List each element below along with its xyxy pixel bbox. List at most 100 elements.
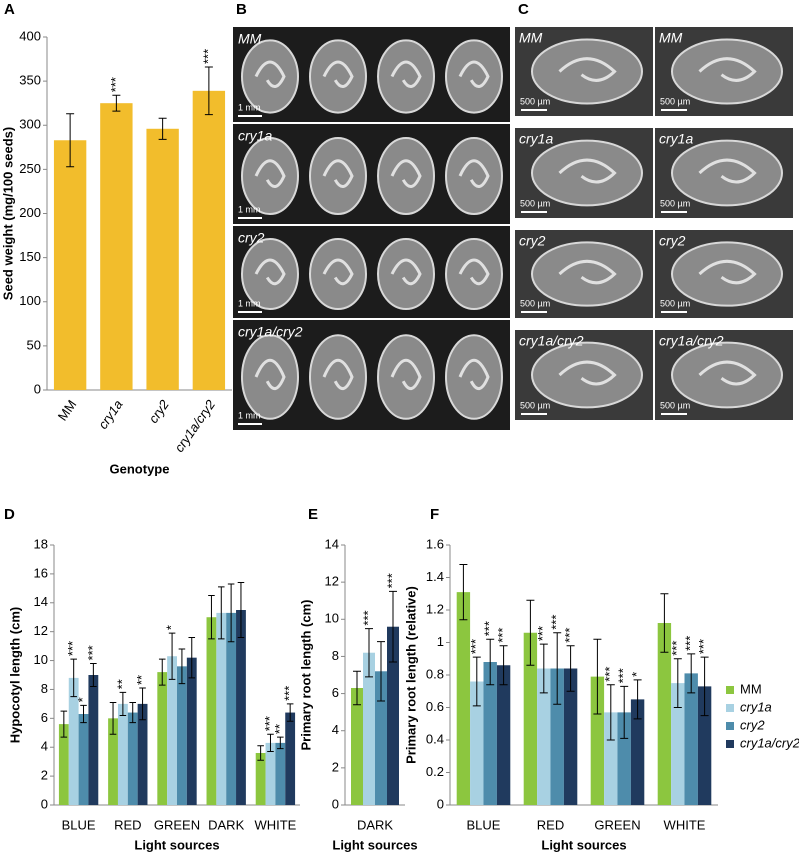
error-bar <box>593 638 602 715</box>
significance: * <box>164 625 179 630</box>
scale-label: 500 µm <box>660 96 690 106</box>
seed-image <box>377 238 435 310</box>
y-tick-label: 8 <box>41 681 48 696</box>
error-bar <box>539 643 548 694</box>
y-tick-label: 0.2 <box>426 764 444 779</box>
panel-letter: F <box>430 506 439 523</box>
bar <box>630 699 645 805</box>
y-tick-label: 200 <box>19 205 41 220</box>
panel-letter: B <box>236 1 247 18</box>
significance: *** <box>616 668 631 683</box>
panel-letter: A <box>4 1 15 18</box>
bar <box>265 742 276 805</box>
panel-letter: E <box>308 506 318 523</box>
y-tick-label: 18 <box>34 536 48 551</box>
embryo-image <box>322 60 354 88</box>
bar <box>108 718 118 805</box>
embryo-image <box>322 258 354 286</box>
seed-image <box>309 238 367 310</box>
y-tick-label: 14 <box>34 594 48 609</box>
bar <box>117 703 128 805</box>
x-tick-label: BLUE <box>62 817 96 832</box>
significance: *** <box>669 641 684 656</box>
bar <box>617 712 631 805</box>
scale-label: 500 µm <box>660 198 690 208</box>
scale-label: 500 µm <box>660 298 690 308</box>
error-bar <box>286 703 294 722</box>
error-bar <box>277 736 284 750</box>
error-bar <box>178 648 186 685</box>
seed-image <box>309 334 367 420</box>
significance: *** <box>85 645 100 660</box>
image-label: cry2 <box>659 233 686 249</box>
bar <box>137 703 148 805</box>
y-axis-title: Hypocotyl length (cm) <box>7 607 22 744</box>
y-tick-label: 10 <box>34 652 48 667</box>
bar <box>470 681 484 805</box>
y-tick-label: 100 <box>19 293 41 308</box>
error-bar <box>80 704 87 724</box>
y-tick-label: 150 <box>19 249 41 264</box>
seed-image <box>671 241 783 307</box>
embryo-image <box>458 358 490 390</box>
embryo-image <box>390 258 422 286</box>
bar <box>167 656 177 805</box>
seed-image <box>309 39 367 114</box>
significance: *** <box>262 716 277 731</box>
bar <box>684 673 698 805</box>
bar <box>88 675 99 805</box>
error-bar <box>660 593 669 653</box>
y-tick-label: 300 <box>19 117 41 132</box>
embryo-image <box>322 358 354 390</box>
x-tick-label: RED <box>114 817 141 832</box>
embryo-image <box>254 358 286 390</box>
x-tick-label: WHITE <box>664 817 706 832</box>
y-tick-label: 0 <box>41 796 48 811</box>
error-bar <box>90 662 97 688</box>
legend-label: cry1a <box>740 699 772 714</box>
scale-label: 500 µm <box>520 298 550 308</box>
error-bar <box>566 645 575 692</box>
error-bar <box>377 641 385 702</box>
bar <box>127 712 138 805</box>
error-bar <box>208 595 215 640</box>
seed-image <box>241 334 299 420</box>
y-tick-label: 1.6 <box>426 536 444 551</box>
significance: ** <box>134 675 149 685</box>
x-axis-title: Genotype <box>110 461 170 476</box>
seed-image <box>241 137 299 215</box>
seed-image <box>531 341 643 409</box>
error-bar <box>158 658 166 686</box>
panel-letter: C <box>518 1 529 18</box>
y-tick-label: 4 <box>41 739 48 754</box>
error-bar <box>633 679 642 720</box>
seed-image <box>531 38 643 105</box>
seed-image <box>671 38 783 105</box>
error-bar <box>204 66 213 116</box>
bar <box>523 632 538 805</box>
y-tick-label: 0 <box>34 381 41 396</box>
y-tick-label: 400 <box>19 28 41 43</box>
significance: *** <box>696 639 711 654</box>
embryo-image <box>558 158 617 184</box>
x-tick-label: MM <box>55 397 80 423</box>
error-bar <box>353 670 361 706</box>
bar <box>53 140 87 390</box>
error-bar <box>168 632 176 680</box>
error-bar <box>526 599 535 666</box>
significance: ** <box>114 679 129 689</box>
seed-image <box>377 334 435 420</box>
y-tick-label: 0.6 <box>426 699 444 714</box>
x-axis-title: Light sources <box>541 837 626 852</box>
image-label: cry2 <box>238 230 265 246</box>
x-tick-label: WHITE <box>254 817 296 832</box>
significance: *** <box>108 77 123 92</box>
significance: *** <box>495 628 510 643</box>
scale-label: 500 µm <box>520 96 550 106</box>
x-tick-label: DARK <box>208 817 244 832</box>
error-bar <box>365 628 373 678</box>
error-bar <box>389 590 397 663</box>
bar <box>375 671 387 805</box>
y-axis-title: Primary root length (cm) <box>298 600 313 751</box>
seed-image <box>445 137 503 215</box>
